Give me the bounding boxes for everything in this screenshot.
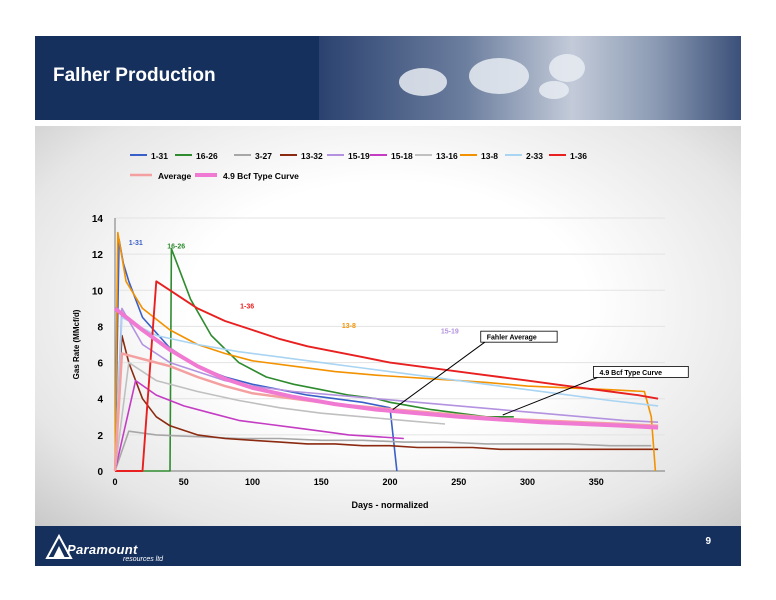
x-tick-label: 250 [451,477,466,487]
y-axis-title: Gas Rate (MMcf/d) [72,309,81,379]
x-tick-label: 200 [382,477,397,487]
page-number: 9 [705,536,711,547]
y-tick-label: 12 [92,250,104,261]
annotation-arrow [502,376,598,416]
legend-entry: 13-8 [481,151,498,161]
slide-footer: Paramount resources ltd 9 [35,526,741,566]
logo-word: Paramount [67,542,138,557]
series-line-15-18 [114,379,404,472]
legend-entry: Average [158,171,192,181]
production-chart: 0 2 4 6 8 10 12 14 0 50 100 150 200 250 300 350 Days - n… [72,151,689,510]
logo-mark-icon [45,533,73,559]
line-label: 15-19 [441,329,459,336]
line-label: 1-31 [129,240,143,247]
header-photo [319,36,741,120]
x-axis-title: Days - normalized [351,500,428,510]
x-tick-label: 50 [179,477,189,487]
series-line-16-26 [115,247,514,472]
slide-title: Falher Production [53,65,216,86]
series-line-13-32 [114,334,659,472]
y-tick-label: 14 [92,214,104,225]
y-tick-label: 0 [97,467,103,478]
line-label: 1-36 [240,303,254,310]
y-tick-label: 2 [97,431,103,442]
y-tick-label: 6 [97,359,103,370]
annotation-label: 4.9 Bcf Type Curve [600,370,663,377]
logo-subtext: resources ltd [123,556,164,563]
series-line-1-36 [115,280,659,472]
y-tick-label: 10 [92,286,104,297]
x-tick-label: 150 [314,477,329,487]
paramount-logo: Paramount resources ltd [45,530,185,564]
slide-header: Falher Production [35,36,741,120]
series-line-15-19 [114,307,659,472]
legend-entry: 1-36 [570,151,587,161]
legend-entry: 2-33 [526,151,543,161]
x-tick-label: 300 [520,477,535,487]
chart-panel: 0 2 4 6 8 10 12 14 0 50 100 150 200 250 300 350 Days - n… [35,126,741,526]
legend-entry: 1-31 [151,151,168,161]
series-line-3-27 [114,430,652,472]
legend-entry: 16-26 [196,151,218,161]
series-line-4-9-bcf-type-curve [113,306,659,430]
legend-entry: 13-32 [301,151,323,161]
annotation-arrow [392,341,486,410]
x-tick-label: 100 [245,477,260,487]
annotation-box [593,366,689,378]
legend-entry: 3-27 [255,151,272,161]
y-tick-label: 8 [97,322,103,333]
annotation-label: Fahler Average [487,335,537,342]
series-line-13-16 [114,361,446,472]
line-label: 16-26 [167,244,185,251]
legend-entry: 15-18 [391,151,413,161]
x-tick-label: 0 [112,477,117,487]
legend-entry: 4.9 Bcf Type Curve [223,171,299,181]
y-tick-label: 4 [97,395,103,406]
x-tick-label: 350 [589,477,604,487]
legend-entry: 15-19 [348,151,370,161]
line-label: 13-8 [342,323,356,330]
series-line-2-33 [114,316,659,472]
annotation-box [480,330,558,343]
legend-entry: 13-16 [436,151,458,161]
